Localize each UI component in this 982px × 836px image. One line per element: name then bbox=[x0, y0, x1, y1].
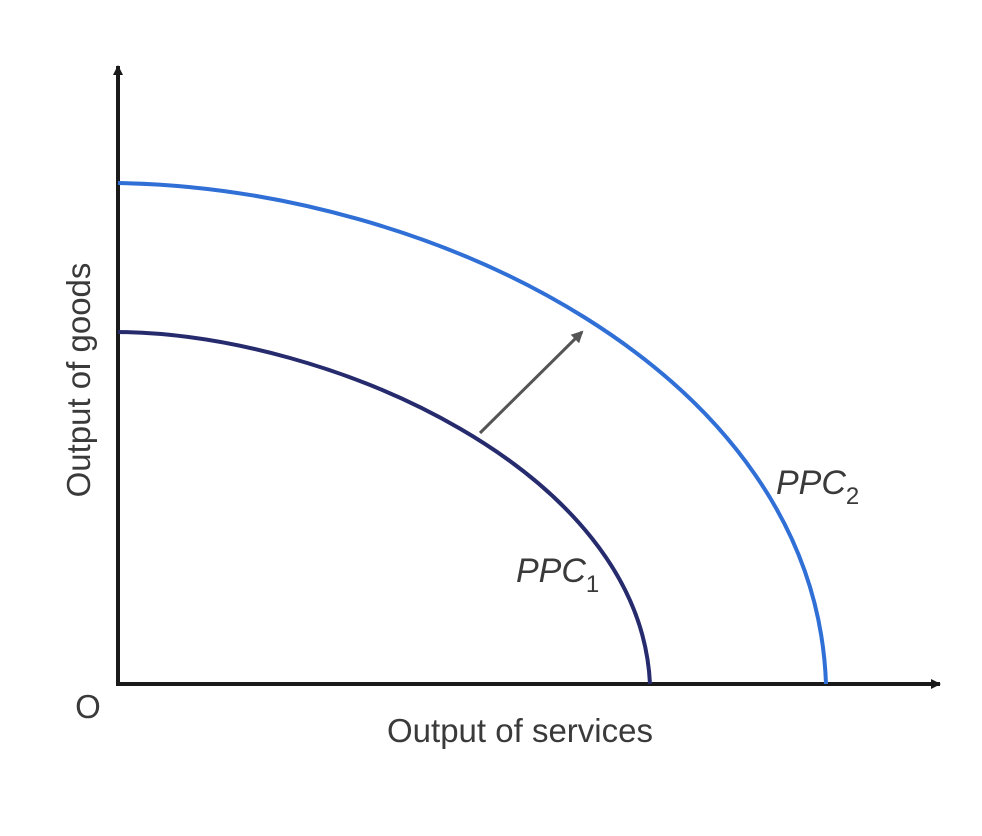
ppc2-label: PPC2 bbox=[776, 464, 859, 510]
ppc2-label-subscript: 2 bbox=[846, 483, 859, 510]
y-axis-label: Output of goods bbox=[60, 263, 97, 498]
shift-arrow bbox=[478, 330, 584, 435]
ppc2-label-main: PPC bbox=[776, 464, 846, 502]
origin-label: O bbox=[75, 688, 101, 725]
ppc2-curve bbox=[117, 181, 828, 685]
ppc1-curve bbox=[117, 330, 652, 685]
ppc1-label: PPC1 bbox=[516, 552, 599, 598]
ppc1-label-subscript: 1 bbox=[586, 571, 599, 598]
x-axis-label: Output of services bbox=[387, 712, 653, 749]
ppc1-label-main: PPC bbox=[516, 552, 586, 590]
